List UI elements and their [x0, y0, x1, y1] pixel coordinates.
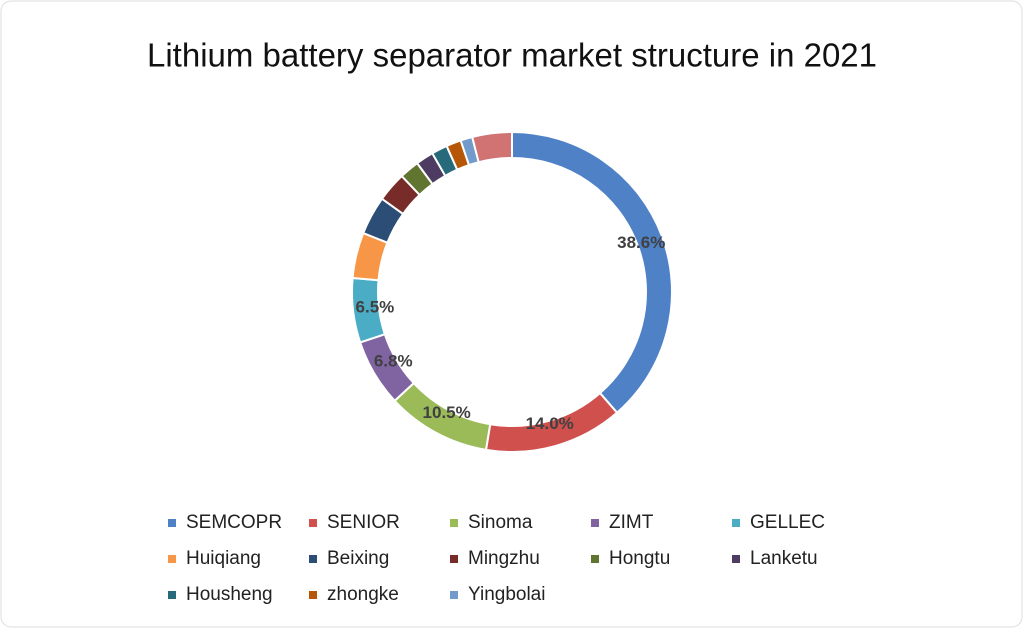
- legend-marker: [732, 555, 740, 563]
- legend-label: Yingbolai: [468, 584, 545, 605]
- legend-marker: [168, 519, 176, 527]
- legend-label: SENIOR: [327, 512, 400, 533]
- legend-label: GELLEC: [750, 512, 825, 533]
- legend-label: Housheng: [186, 584, 273, 605]
- legend-marker: [309, 555, 317, 563]
- legend-label: SEMCOPR: [186, 512, 282, 533]
- legend-label: Huiqiang: [186, 548, 261, 569]
- legend-marker: [168, 591, 176, 599]
- legend-label: Sinoma: [468, 512, 533, 533]
- legend-marker: [168, 555, 176, 563]
- legend-marker: [591, 519, 599, 527]
- legend-marker: [450, 591, 458, 599]
- legend-marker: [732, 519, 740, 527]
- legend-marker: [309, 591, 317, 599]
- legend-label: Lanketu: [750, 548, 818, 569]
- data-label: 10.5%: [423, 403, 471, 422]
- legend-marker: [450, 519, 458, 527]
- legend-label: Mingzhu: [468, 548, 540, 569]
- chart-title: Lithium battery separator market structu…: [147, 37, 877, 74]
- legend-label: zhongke: [327, 584, 399, 605]
- legend-label: Hongtu: [609, 548, 670, 569]
- donut-segment: [470, 130, 513, 164]
- legend-marker: [591, 555, 599, 563]
- legend-label: ZIMT: [609, 512, 654, 533]
- data-label: 38.6%: [617, 233, 665, 252]
- legend-marker: [309, 519, 317, 527]
- data-label: 6.8%: [374, 352, 413, 371]
- data-label: 14.0%: [526, 414, 574, 433]
- legend-label: Beixing: [327, 548, 389, 569]
- data-label: 6.5%: [356, 297, 395, 316]
- legend-marker: [450, 555, 458, 563]
